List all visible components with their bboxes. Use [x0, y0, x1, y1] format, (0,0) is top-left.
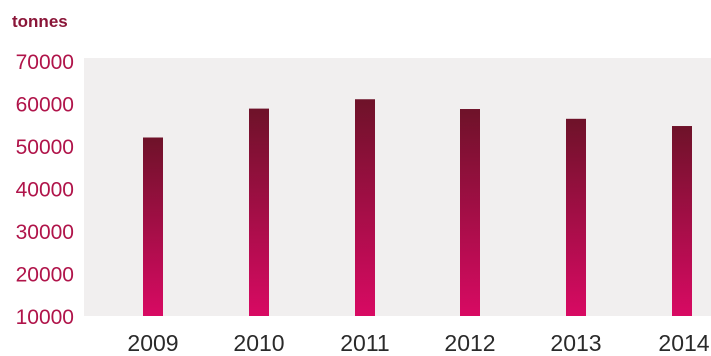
- y-axis-ticks: 10000 20000 30000 40000 50000 60000 70000: [16, 51, 74, 329]
- plot-area: [84, 58, 711, 316]
- y-tick-label: 50000: [16, 136, 74, 159]
- x-axis-ticks: 2009 2010 2011 2012 2013 2014: [127, 330, 709, 356]
- x-tick-label: 2013: [550, 330, 601, 356]
- bar-2010: [249, 108, 269, 316]
- y-tick-label: 10000: [16, 306, 74, 329]
- x-tick-label: 2014: [658, 330, 709, 356]
- bar-2014: [672, 126, 692, 317]
- x-tick-label: 2009: [127, 330, 178, 356]
- y-tick-label: 60000: [16, 94, 74, 117]
- y-tick-label: 70000: [16, 51, 74, 74]
- x-tick-label: 2011: [340, 330, 389, 356]
- bars: [143, 99, 692, 317]
- y-tick-label: 20000: [16, 264, 74, 287]
- bar-2012: [460, 109, 480, 317]
- x-tick-label: 2010: [233, 330, 284, 356]
- x-tick-label: 2012: [444, 330, 495, 356]
- bar-2013: [566, 118, 586, 316]
- y-tick-label: 30000: [16, 221, 74, 244]
- bar-2011: [355, 99, 375, 316]
- bar-2009: [143, 137, 163, 316]
- y-tick-label: 40000: [16, 179, 74, 202]
- unit-label: tonnes: [12, 12, 68, 31]
